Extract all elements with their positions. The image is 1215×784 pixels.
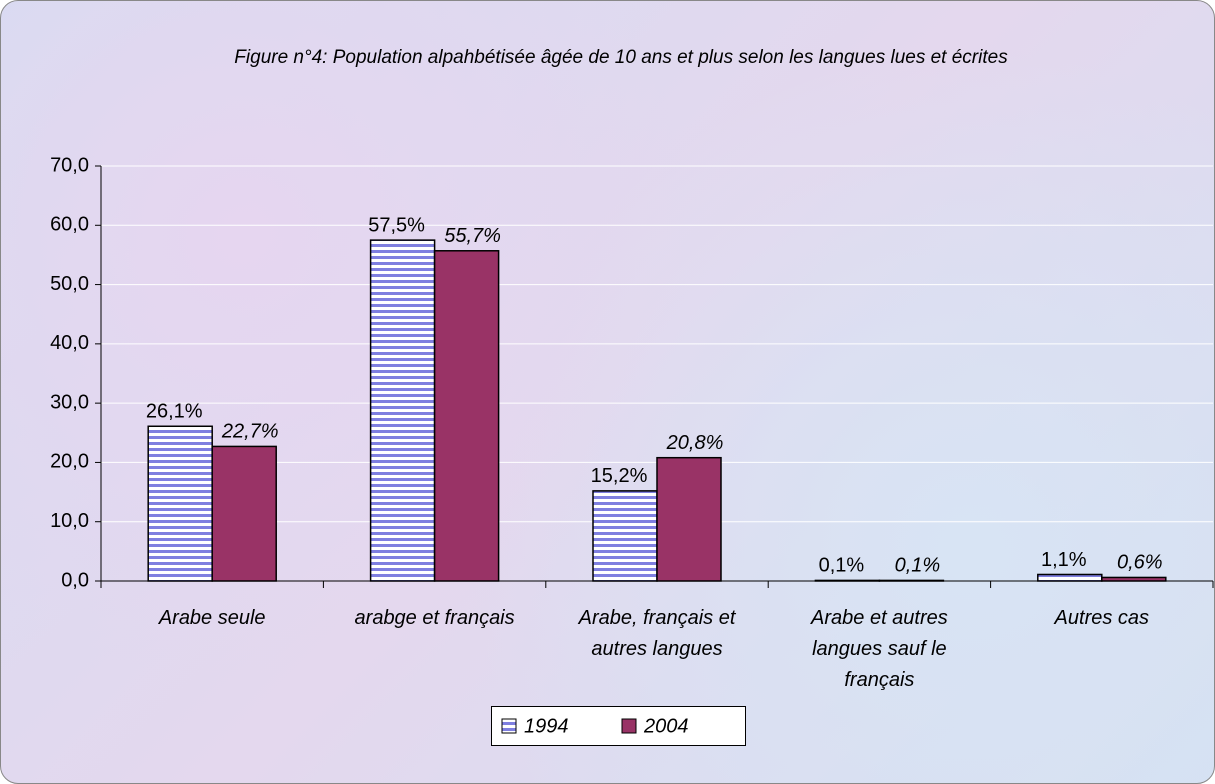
data-label: 26,1% <box>146 401 203 423</box>
bar <box>1101 576 1167 582</box>
legend-box: 1994 2004 <box>501 715 689 737</box>
y-tick-label: 70,0 <box>50 154 89 176</box>
data-label: 22,7% <box>221 421 279 443</box>
y-tick-label: 40,0 <box>50 332 89 354</box>
legend-swatch <box>621 718 637 734</box>
legend: 1994 2004 <box>491 706 746 746</box>
y-tick-label: 60,0 <box>50 214 89 236</box>
data-label: 1,1% <box>1041 549 1087 571</box>
legend-label: 1994 <box>524 715 569 737</box>
chart-title: Figure n°4: Population alpahbétisée âgée… <box>234 47 1008 68</box>
y-tick-label: 0,0 <box>61 569 89 591</box>
data-label: 0,6% <box>1117 552 1163 574</box>
data-label: 15,2% <box>591 465 648 487</box>
bar <box>433 250 500 582</box>
y-tick-label: 30,0 <box>50 391 89 413</box>
x-tick-label: Arabe seule <box>158 607 266 629</box>
bar <box>147 425 213 582</box>
legend-label: 2004 <box>643 715 689 737</box>
data-label: 55,7% <box>444 225 501 247</box>
x-tick-label: arabge et français <box>354 607 515 629</box>
data-label: 0,1% <box>895 555 941 577</box>
data-label: 20,8% <box>666 432 724 454</box>
bar <box>1037 573 1103 582</box>
bar <box>592 490 658 582</box>
y-tick-label: 10,0 <box>50 510 89 532</box>
x-tick-label: Arabe et autres langues sauf le français <box>811 607 948 691</box>
x-tick-label: Autres cas <box>1054 607 1150 629</box>
y-tick-label: 20,0 <box>50 451 89 473</box>
x-tick-label: Arabe, français et autres langues <box>578 607 736 660</box>
data-label: 0,1% <box>819 555 865 577</box>
legend-swatch <box>501 718 517 734</box>
bar <box>814 579 881 582</box>
bar <box>369 239 436 582</box>
bar <box>211 445 277 582</box>
data-label: 57,5% <box>368 214 425 236</box>
bar <box>878 579 945 582</box>
y-tick-label: 50,0 <box>50 273 89 295</box>
bar <box>656 456 722 582</box>
